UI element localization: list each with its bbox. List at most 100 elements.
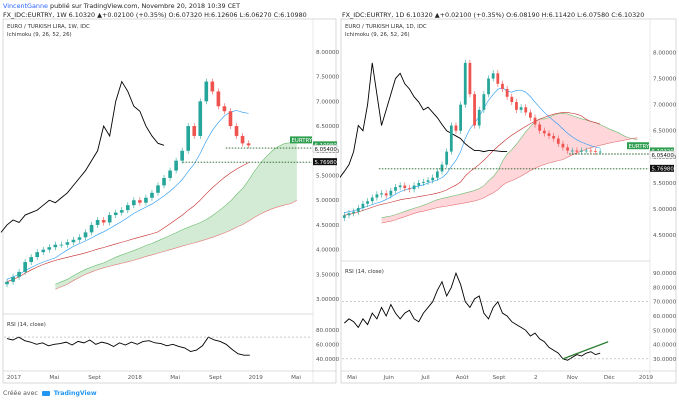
time-tick-label: Mai — [49, 375, 59, 381]
weekly-chart[interactable]: EURO / TURKISH LIRA, 1W, IDC Ichimoku (9… — [0, 14, 339, 399]
rsi-series-line — [344, 271, 601, 361]
price-tick-label: 3.50000 — [316, 272, 339, 278]
price-badge-text: EURTRY — [292, 138, 313, 144]
candle-body — [113, 212, 118, 216]
candle-body — [524, 107, 528, 113]
candle-body — [198, 101, 203, 136]
kijun-line — [344, 112, 601, 216]
candle-body — [389, 190, 393, 196]
candle-body — [23, 262, 27, 272]
price-tick-label: 7.00000 — [653, 103, 677, 109]
symbol-line-left: FX_IDC:EURTRY, 1W 6.10320 ▲+0.02100 (+0.… — [3, 11, 307, 19]
daily-chart[interactable]: EURO / TURKISH LIRA, 1D, IDC Ichimoku (9… — [340, 14, 679, 399]
published-info: publié sur TradingView.com, Novembre 20,… — [50, 2, 240, 10]
candle-body — [180, 150, 184, 161]
candle-body — [598, 151, 602, 153]
price-badge — [627, 142, 649, 150]
candle-body — [186, 126, 191, 151]
footer-brand[interactable]: TradingView — [53, 390, 97, 397]
candle-body — [398, 185, 402, 188]
price-tick-label: 7.00000 — [316, 99, 339, 105]
candle-body — [552, 135, 556, 139]
chart-title: EURO / TURKISH LIRA, 1W, IDC — [7, 24, 90, 30]
candle-body — [501, 83, 504, 89]
candle-body — [107, 215, 112, 223]
indicator-name: Ichimoku (9, 26, 52, 26) — [7, 32, 72, 38]
time-tick-label: Sept — [88, 375, 102, 381]
candle-body — [5, 281, 9, 285]
candle-body — [222, 106, 227, 112]
candle-body — [234, 126, 239, 136]
rsi-tick-label: 70.0000 — [653, 300, 677, 306]
candle-body — [422, 181, 425, 183]
tenkan-line — [344, 87, 601, 213]
price-tick-label: 6.50000 — [316, 124, 339, 130]
time-tick-label: Juil — [420, 375, 430, 381]
candle-body — [210, 81, 215, 92]
time-tick-label: 2018 — [128, 375, 143, 381]
candle-body — [473, 94, 476, 126]
footer: Créée avec TradingView — [3, 390, 97, 397]
rsi-tick-label: 50.0000 — [653, 328, 677, 334]
rsi-line — [342, 271, 649, 361]
candle-body — [192, 126, 197, 136]
candle-body — [417, 182, 421, 186]
candle-body — [101, 220, 106, 223]
time-tick-label: Nov — [567, 375, 579, 381]
senkou-span-b — [55, 199, 298, 290]
ichimoku-lines — [0, 80, 249, 283]
candle-body — [352, 211, 356, 214]
candle-body — [510, 96, 514, 103]
rsi-axis: 90.0000 80.0000 70.0000 60.0000 50.0000 40.00… — [653, 271, 677, 363]
kijun-line — [6, 162, 249, 283]
candle-body — [463, 62, 467, 105]
candle-body — [528, 112, 532, 118]
candle-body — [95, 220, 100, 225]
candle-body — [240, 135, 245, 144]
rsi-tick-label: 80.0000 — [653, 285, 677, 291]
price-badge-text: 6.05400 — [652, 153, 675, 159]
rsi-tick-label: 80.0000 — [316, 328, 339, 334]
candles — [5, 78, 251, 288]
time-tick-label: 2017 — [7, 375, 22, 381]
time-tick-label: Août — [456, 374, 470, 381]
candle-body — [575, 150, 579, 152]
candle-body — [380, 193, 383, 195]
price-tick-label: 8.00000 — [653, 50, 677, 56]
price-tick-label: 8.00000 — [316, 50, 339, 56]
candle-body — [162, 177, 166, 186]
time-tick-label: 2019 — [639, 375, 654, 381]
rsi-tick-label: 60.0000 — [653, 314, 677, 320]
rsi-series-line — [6, 336, 250, 356]
candle-body — [570, 150, 574, 152]
time-tick-label: Déc — [604, 374, 615, 381]
price-tick-label: 4.50000 — [653, 233, 677, 239]
candle-body — [366, 201, 369, 204]
rsi-label: RSI (14, close) — [345, 269, 384, 275]
candle-body — [491, 73, 495, 79]
candle-body — [426, 180, 430, 182]
candle-body — [556, 138, 560, 144]
candle-body — [566, 147, 569, 151]
candle-body — [384, 193, 388, 196]
time-tick-label: 2 — [534, 375, 538, 381]
candle-body — [542, 130, 546, 134]
price-tick-label: 5.50000 — [653, 181, 677, 187]
candle-body — [356, 207, 360, 212]
candle-body — [589, 150, 593, 152]
kumo-cloud — [55, 141, 297, 290]
time-tick-label: Sept — [209, 375, 223, 381]
candle-body — [533, 117, 537, 125]
candle-body — [150, 192, 154, 198]
candle-body — [29, 257, 33, 263]
candle-body — [445, 151, 449, 165]
price-tick-label: 7.50000 — [316, 75, 339, 81]
author[interactable]: VincentGanne — [3, 2, 48, 10]
candle-body — [459, 104, 463, 131]
candle-body — [246, 143, 251, 146]
rsi-tick-label: 60.0000 — [316, 342, 339, 348]
candle-body — [431, 177, 435, 181]
rsi-tick-label: 40.0000 — [316, 357, 339, 363]
candle-body — [144, 197, 148, 203]
